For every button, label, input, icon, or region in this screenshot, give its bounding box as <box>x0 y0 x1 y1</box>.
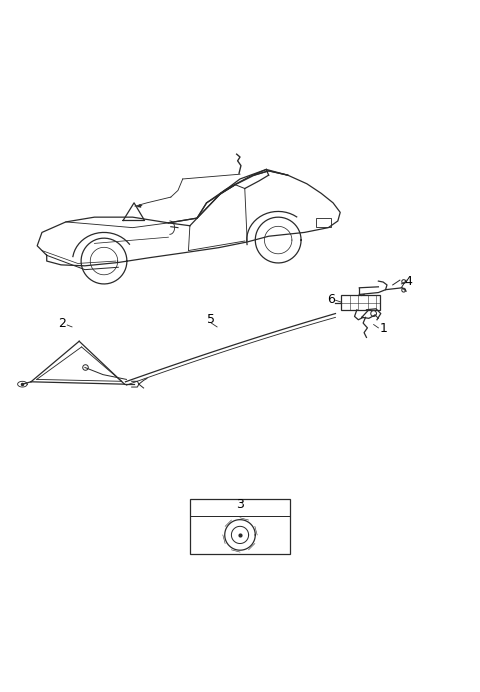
Bar <box>316 218 331 227</box>
Circle shape <box>371 311 376 316</box>
Text: 3: 3 <box>236 498 244 511</box>
Circle shape <box>402 289 406 292</box>
Text: 5: 5 <box>207 313 216 326</box>
Text: 6: 6 <box>327 293 335 306</box>
Bar <box>190 499 290 554</box>
Text: 1: 1 <box>379 322 387 336</box>
Bar <box>341 295 380 310</box>
Text: 4: 4 <box>404 275 412 288</box>
Text: 2: 2 <box>59 317 66 329</box>
Circle shape <box>402 280 406 284</box>
